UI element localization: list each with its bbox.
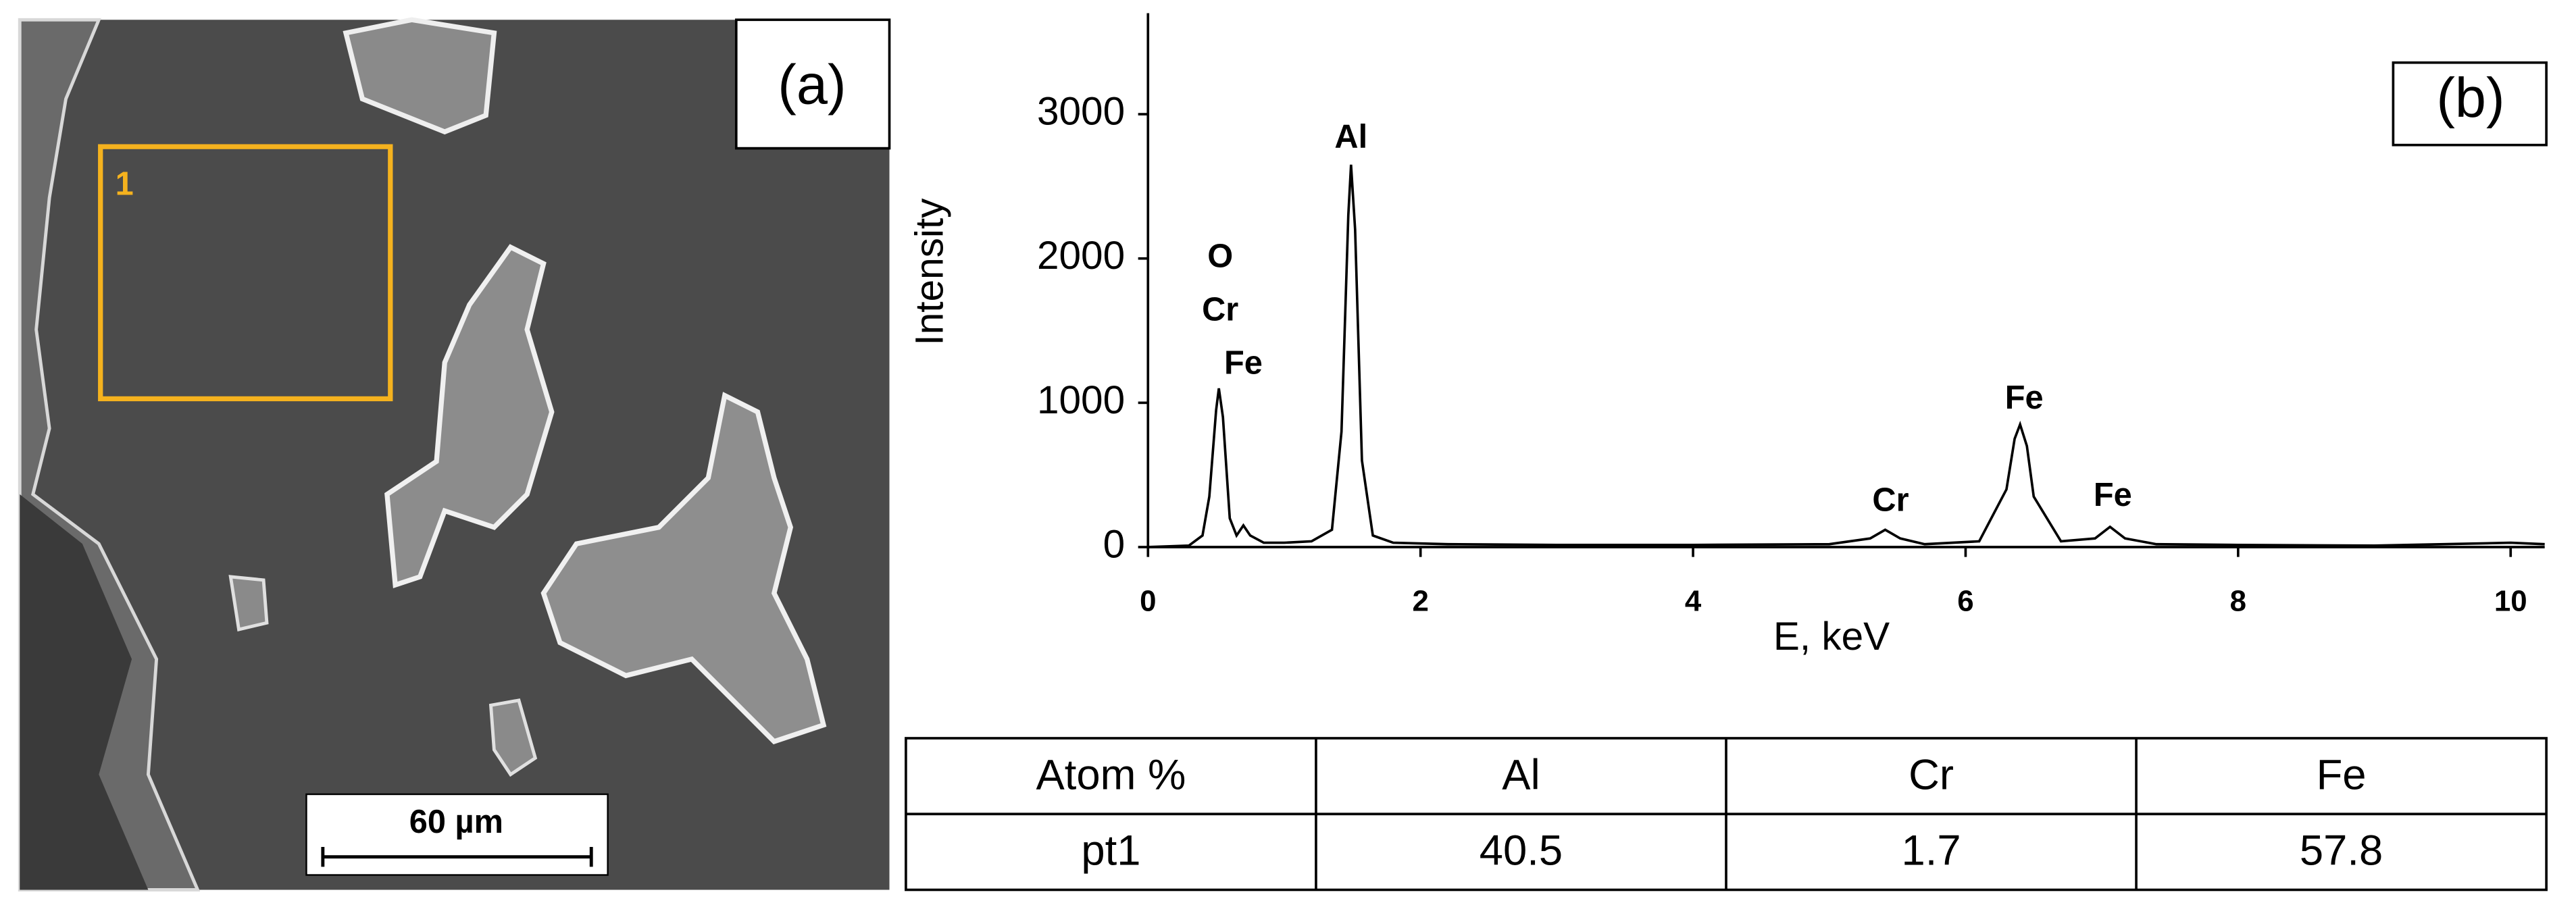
table-cell: 40.5 [1480, 827, 1563, 875]
sem-image: 1 (a) 60 µm [18, 17, 891, 892]
analysis-region-box [98, 144, 393, 402]
x-tick-label: 8 [2230, 585, 2246, 618]
sem-particle [228, 575, 269, 631]
panel-label: (a) [778, 53, 846, 116]
y-axis-label: Intensity [907, 198, 951, 346]
region-label: 1 [116, 166, 134, 203]
panel-label-box [734, 18, 891, 150]
sem-particle [540, 392, 827, 745]
peak-label: Fe [2094, 477, 2132, 513]
table-header-cell: Cr [1909, 751, 1954, 798]
table-header-cell: Fe [2317, 751, 2367, 798]
plot: 0 1000 2000 3000 0 2 4 6 8 10 O Cr Fe Al Cr Fe Fe [1037, 13, 2545, 618]
y-tick-label: 3000 [1037, 90, 1125, 134]
x-tick-label: 6 [1957, 585, 1973, 618]
sem-particle [343, 17, 497, 135]
peak-label: Al [1334, 118, 1367, 155]
table-cell: 1.7 [1901, 827, 1961, 875]
spectrum-line [1148, 164, 2545, 548]
scale-bar-box [305, 793, 609, 876]
scale-bar [321, 847, 593, 867]
peak-label: Fe [2005, 380, 2044, 416]
peak-label: Fe [1224, 345, 1263, 382]
sem-edge-shadow [20, 494, 149, 890]
table-cell: 57.8 [2300, 827, 2383, 875]
peak-label: O [1207, 238, 1233, 275]
table: Atom % Al Cr Fe pt1 40.5 1.7 57.8 [905, 737, 2548, 892]
peak-label: Cr [1202, 292, 1238, 328]
panel-label-box [2392, 61, 2548, 147]
y-tick-label: 2000 [1037, 234, 1125, 278]
table-header-cell: Atom % [1036, 751, 1186, 798]
panel-label: (b) [2436, 66, 2504, 129]
x-axis-label: E, keV [1773, 615, 1890, 659]
x-tick-label: 4 [1685, 585, 1702, 618]
y-tick-label: 0 [1103, 522, 1126, 566]
x-tick-label: 10 [2494, 585, 2527, 618]
x-tick-label: 0 [1140, 585, 1156, 618]
sem-particle [488, 698, 538, 777]
scale-bar-label: 60 µm [409, 804, 503, 840]
sem-particle [384, 244, 555, 589]
table-header-cell: Al [1502, 751, 1540, 798]
table-cell: pt1 [1081, 827, 1140, 875]
peak-label: Cr [1872, 482, 1909, 519]
x-tick-label: 2 [1412, 585, 1428, 618]
y-tick-label: 1000 [1037, 378, 1125, 422]
